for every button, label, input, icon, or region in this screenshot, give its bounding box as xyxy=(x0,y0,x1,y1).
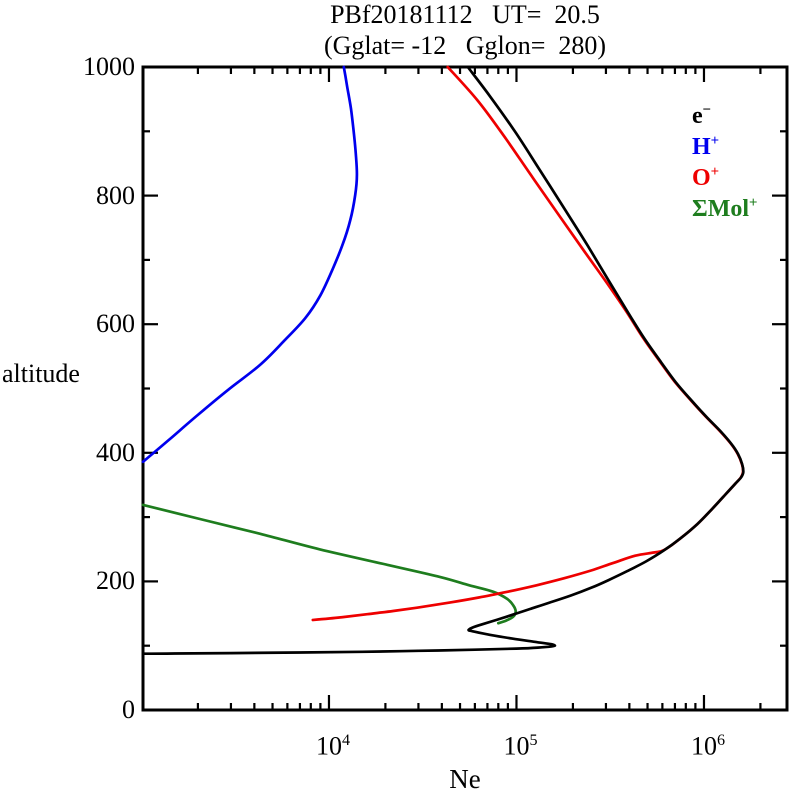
legend-species: ΣMol xyxy=(692,196,750,222)
legend-charge-sign: − xyxy=(702,102,712,118)
x-tick-base: 10 xyxy=(690,731,717,761)
plot-subtitle: (Gglat= -12 Gglon= 280) xyxy=(323,31,607,60)
legend-charge-sign: + xyxy=(749,195,758,211)
legend-item-e: e− xyxy=(692,95,711,131)
x-tick-label-1e4: 104 xyxy=(316,726,350,762)
y-tick-label-200: 200 xyxy=(96,566,135,596)
x-tick-exponent: 6 xyxy=(716,732,725,749)
legend-species: H xyxy=(692,134,711,160)
y-tick-label-400: 400 xyxy=(96,437,135,467)
legend-item-o: O+ xyxy=(692,157,719,193)
x-tick-base: 10 xyxy=(315,731,342,761)
x-tick-exponent: 4 xyxy=(341,732,350,749)
y-tick-label-600: 600 xyxy=(96,309,135,339)
y-tick-label-0: 0 xyxy=(122,695,135,724)
x-tick-base: 10 xyxy=(503,731,530,761)
x-tick-label-1e5: 105 xyxy=(503,726,537,762)
legend-item-h: H+ xyxy=(692,126,719,162)
legend-species: e xyxy=(692,103,703,129)
plot-title: PBf20181112 UT= 20.5 xyxy=(330,0,600,29)
series-curve-ΣMol+ xyxy=(141,503,518,625)
series-curve-e- xyxy=(141,65,745,656)
x-tick-label-1e6: 106 xyxy=(691,726,725,762)
legend-charge-sign: + xyxy=(710,164,720,180)
plot-frame xyxy=(141,65,789,712)
x-tick-exponent: 5 xyxy=(529,732,538,749)
legend-item-σmol: ΣMol+ xyxy=(692,188,758,224)
series-curve-H+ xyxy=(141,65,359,464)
y-axis-label: altitude xyxy=(2,359,80,388)
x-axis-label: Ne xyxy=(449,764,481,794)
legend-charge-sign: + xyxy=(710,133,720,149)
y-tick-label-800: 800 xyxy=(96,180,135,210)
legend-species: O xyxy=(692,165,711,191)
y-tick-label-1000: 1000 xyxy=(83,52,135,81)
